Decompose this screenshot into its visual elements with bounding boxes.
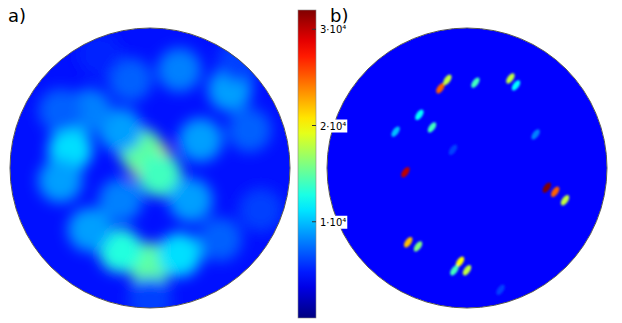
spots (390, 72, 571, 297)
spot (178, 118, 222, 162)
spot (559, 194, 571, 207)
spots (38, 33, 282, 322)
chart: a) b) 1·10⁴ 2·10⁴ 3·10⁴ (0, 0, 622, 323)
spot (530, 128, 542, 141)
spot (402, 236, 414, 249)
spot (412, 240, 424, 253)
background (10, 28, 290, 308)
panel-label: b) (330, 5, 348, 26)
background (327, 28, 607, 308)
spot (78, 33, 122, 77)
panel-outline (327, 28, 607, 308)
spot (38, 89, 82, 133)
spot (495, 283, 507, 296)
panel-outline (10, 28, 290, 308)
panel-plot (327, 28, 607, 308)
colorbar-tick-label: 3·10⁴ (320, 24, 346, 35)
colorbar-tick (312, 29, 316, 30)
colorbar-tick-label: 1·10⁴ (320, 217, 346, 228)
spot (461, 264, 473, 277)
spot (239, 188, 283, 232)
spot (68, 208, 112, 252)
spot (390, 125, 402, 138)
colorbar-tick-label: 2·10⁴ (320, 121, 346, 132)
panel-plot (10, 28, 290, 322)
spot (400, 166, 412, 179)
spot (470, 76, 482, 89)
spot (157, 233, 201, 277)
spot (447, 143, 459, 156)
label-patch (319, 216, 347, 229)
label-patch (319, 120, 347, 133)
panel-label: a) (8, 5, 26, 26)
spot (169, 178, 213, 222)
colorbar-tick (312, 125, 316, 126)
spot (442, 73, 454, 86)
colorbar (298, 10, 316, 318)
label-patch (319, 23, 347, 36)
spot (198, 217, 242, 261)
spot (38, 159, 82, 203)
spot (128, 278, 172, 322)
spot (541, 181, 553, 194)
spot (510, 79, 522, 92)
spot (227, 108, 271, 152)
spot (549, 185, 561, 198)
spot (414, 108, 426, 121)
spot (449, 264, 461, 277)
spot (157, 48, 201, 92)
spot (426, 121, 438, 134)
colorbar-tick (312, 221, 316, 222)
